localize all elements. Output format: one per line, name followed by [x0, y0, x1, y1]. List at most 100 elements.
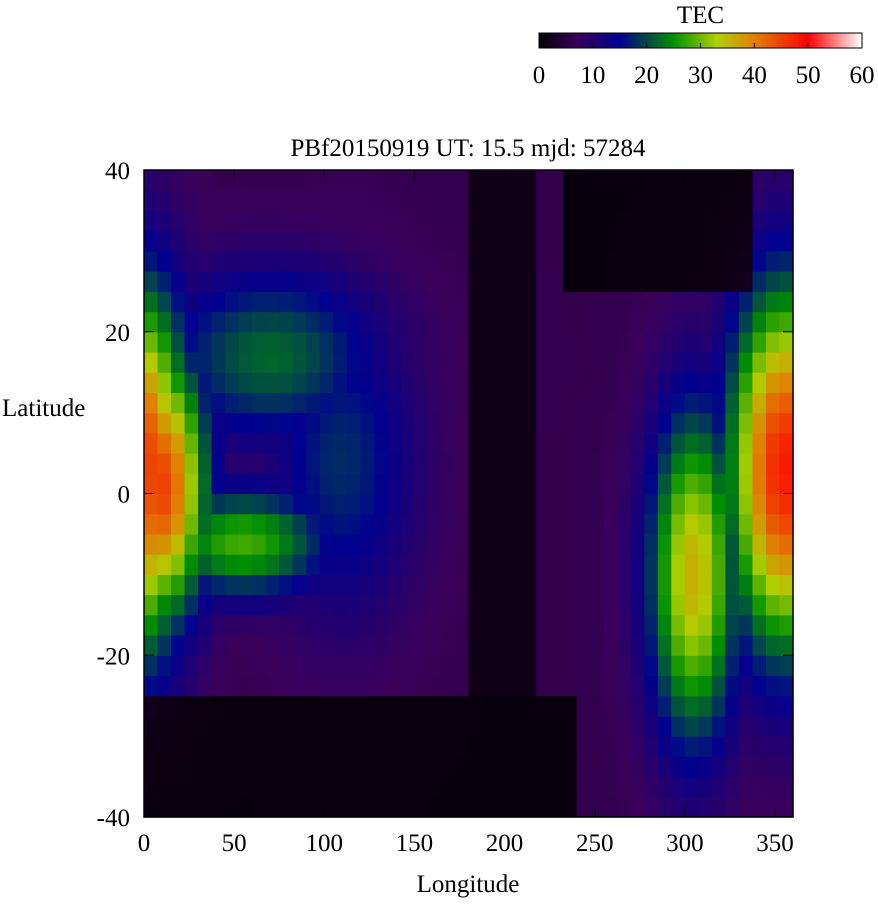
heatmap-cell: [509, 170, 524, 191]
heatmap-cell: [319, 372, 334, 394]
heatmap-cell: [211, 412, 226, 434]
heatmap-cell: [171, 170, 186, 191]
heatmap-cell: [711, 513, 726, 535]
heatmap-cell: [198, 533, 213, 555]
heatmap-cell: [400, 230, 416, 252]
heatmap-cell: [441, 331, 456, 353]
heatmap-cell: [333, 311, 348, 333]
heatmap-cell: [684, 331, 699, 353]
heatmap-cell: [252, 351, 267, 373]
heatmap-cell: [590, 614, 605, 636]
heatmap-cell: [536, 614, 551, 636]
heatmap-cell: [211, 796, 226, 818]
heatmap-cell: [333, 351, 348, 373]
heatmap-cell: [373, 170, 388, 191]
heatmap-cell: [684, 635, 699, 656]
heatmap-cell: [671, 796, 686, 818]
heatmap-cell: [779, 594, 794, 616]
heatmap-cell: [144, 392, 159, 414]
heatmap-cell: [563, 453, 578, 474]
heatmap-cell: [711, 554, 726, 575]
heatmap-cell: [292, 473, 307, 495]
heatmap-cell: [738, 513, 754, 535]
heatmap-cell: [387, 756, 402, 778]
heatmap-cell: [414, 291, 429, 313]
heatmap-cell: [495, 635, 510, 656]
heatmap-cell: [360, 533, 375, 555]
colorbar: TEC 0 10 20 30 40 50 60: [533, 2, 875, 89]
heatmap-cell: [738, 351, 754, 373]
heatmap-cell: [630, 453, 645, 474]
heatmap-cell: [522, 351, 537, 373]
heatmap-cell: [698, 635, 713, 656]
heatmap-cell: [563, 756, 578, 778]
heatmap-cell: [279, 614, 294, 636]
heatmap-cell: [441, 351, 456, 373]
heatmap-cell: [454, 190, 470, 212]
heatmap-cell: [306, 554, 321, 575]
heatmap-cell: [536, 796, 551, 818]
heatmap-cell: [400, 271, 416, 292]
heatmap-cell: [738, 756, 754, 778]
heatmap-cell: [590, 796, 605, 818]
heatmap-cell: [495, 736, 510, 757]
heatmap-cell: [684, 291, 699, 313]
heatmap-cell: [238, 210, 253, 232]
heatmap-cell: [441, 210, 456, 232]
heatmap-cell: [333, 372, 348, 394]
heatmap-cell: [346, 736, 361, 757]
heatmap-cell: [198, 594, 213, 616]
heatmap-cell: [184, 614, 199, 636]
heatmap-cell: [198, 756, 213, 778]
heatmap-cell: [306, 331, 321, 353]
heatmap-cell: [373, 513, 388, 535]
heatmap-cell: [238, 170, 253, 191]
heatmap-cell: [590, 756, 605, 778]
heatmap-cell: [536, 311, 551, 333]
heatmap-cell: [454, 351, 470, 373]
heatmap-cell: [373, 675, 388, 697]
heatmap-cell: [495, 412, 510, 434]
heatmap-cell: [265, 230, 280, 252]
heatmap-cell: [752, 554, 767, 575]
heatmap-cell: [225, 250, 240, 272]
y-tick-label: -20: [97, 643, 130, 670]
heatmap-cell: [225, 574, 240, 596]
heatmap-cell: [590, 250, 605, 272]
heatmap-cell: [184, 392, 199, 414]
heatmap-cell: [644, 675, 659, 697]
heatmap-cell: [454, 675, 470, 697]
heatmap-cell: [414, 190, 429, 212]
heatmap-cell: [306, 614, 321, 636]
heatmap-cell: [765, 635, 781, 656]
heatmap-cell: [711, 655, 726, 677]
heatmap-cell: [536, 635, 551, 656]
heatmap-cell: [684, 392, 699, 414]
heatmap-cell: [711, 736, 726, 757]
heatmap-cell: [684, 311, 699, 333]
heatmap-cell: [725, 311, 740, 333]
heatmap-cell: [671, 473, 686, 495]
heatmap-cell: [684, 412, 699, 434]
heatmap-cell: [265, 291, 280, 313]
heatmap-cell: [617, 614, 632, 636]
heatmap-cell: [522, 655, 537, 677]
heatmap-cell: [225, 392, 240, 414]
heatmap-cell: [522, 675, 537, 697]
heatmap-cell: [738, 655, 754, 677]
heatmap-cell: [765, 230, 781, 252]
heatmap-cell: [225, 655, 240, 677]
heatmap-cell: [387, 453, 402, 474]
heatmap-cell: [630, 311, 645, 333]
heatmap-cell: [346, 614, 361, 636]
heatmap-cell: [157, 372, 172, 394]
heatmap-cell: [387, 796, 402, 818]
heatmap-cell: [482, 594, 497, 616]
y-tick-label: 40: [105, 158, 130, 185]
heatmap-cell: [373, 473, 388, 495]
heatmap-cell: [590, 412, 605, 434]
heatmap-cell: [563, 493, 578, 515]
heatmap-cell: [738, 230, 754, 252]
heatmap-cell: [482, 493, 497, 515]
heatmap-cell: [765, 250, 781, 272]
